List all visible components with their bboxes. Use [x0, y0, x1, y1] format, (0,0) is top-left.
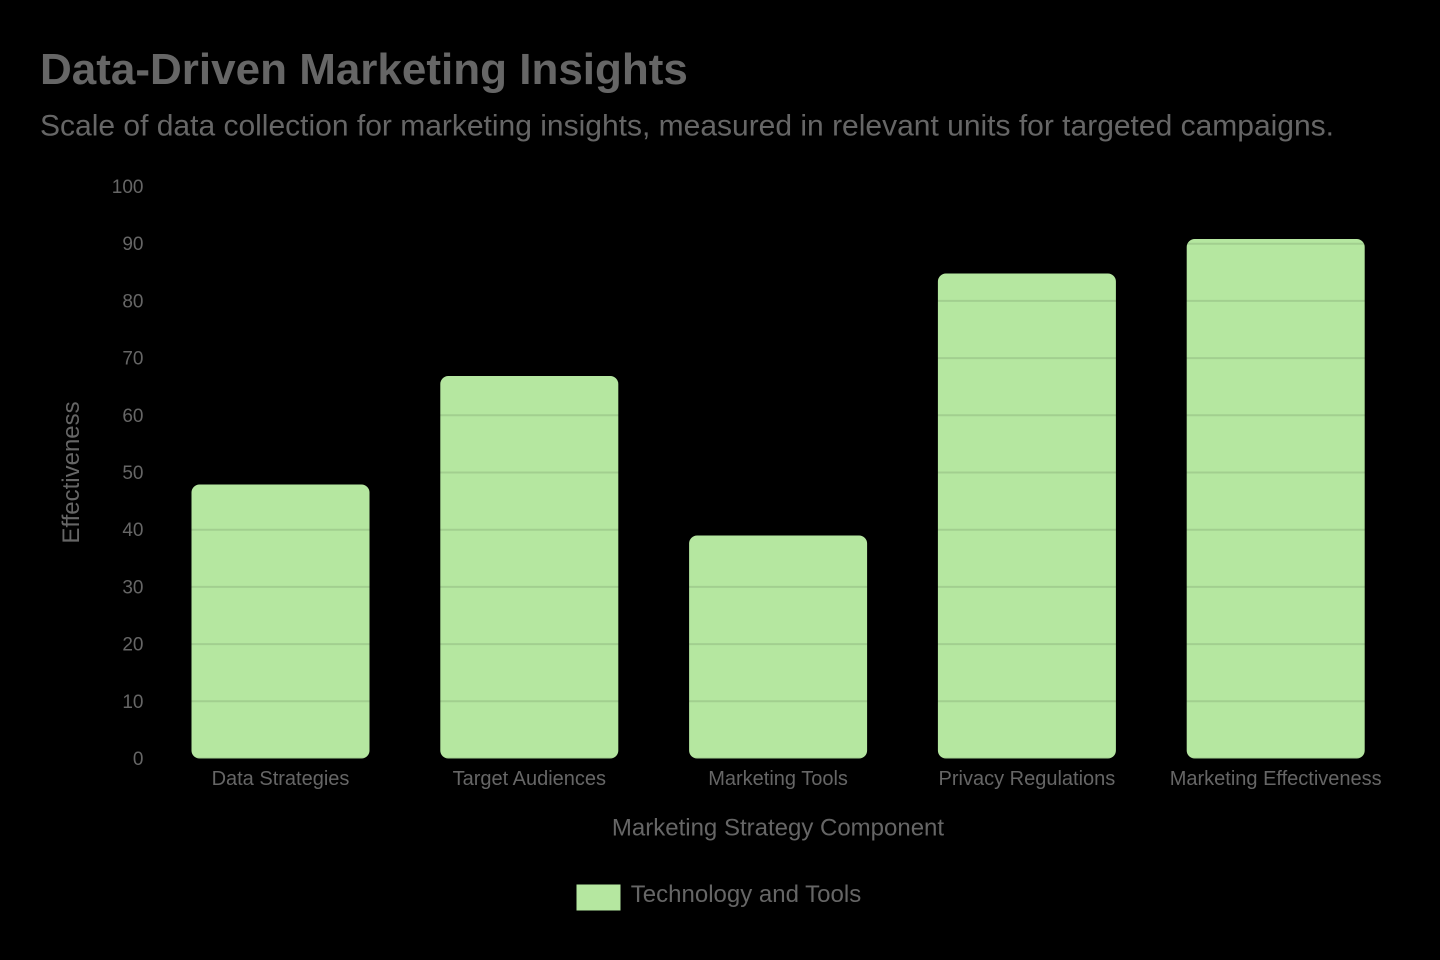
svg-text:70: 70: [122, 349, 143, 370]
svg-text:100: 100: [112, 177, 144, 198]
svg-text:Data-Driven Marketing Insights: Data-Driven Marketing Insights: [40, 45, 688, 94]
svg-text:Effectiveness: Effectiveness: [58, 401, 85, 543]
svg-text:Data Strategies: Data Strategies: [212, 768, 350, 790]
svg-text:90: 90: [122, 234, 143, 255]
svg-text:Privacy Regulations: Privacy Regulations: [939, 768, 1116, 790]
svg-text:Marketing Strategy Component: Marketing Strategy Component: [612, 815, 945, 842]
svg-text:Target Audiences: Target Audiences: [453, 768, 606, 790]
svg-text:Marketing Tools: Marketing Tools: [708, 768, 848, 790]
svg-text:40: 40: [122, 520, 143, 541]
svg-text:50: 50: [122, 463, 143, 484]
svg-text:60: 60: [122, 406, 143, 427]
svg-text:0: 0: [133, 749, 144, 770]
svg-text:Technology and Tools: Technology and Tools: [631, 881, 861, 908]
svg-text:Scale of data collection for m: Scale of data collection for marketing i…: [40, 109, 1334, 142]
svg-text:10: 10: [122, 692, 143, 713]
svg-text:30: 30: [122, 577, 143, 598]
svg-text:Marketing Effectiveness: Marketing Effectiveness: [1170, 768, 1382, 790]
svg-text:80: 80: [122, 291, 143, 312]
svg-text:20: 20: [122, 635, 143, 656]
